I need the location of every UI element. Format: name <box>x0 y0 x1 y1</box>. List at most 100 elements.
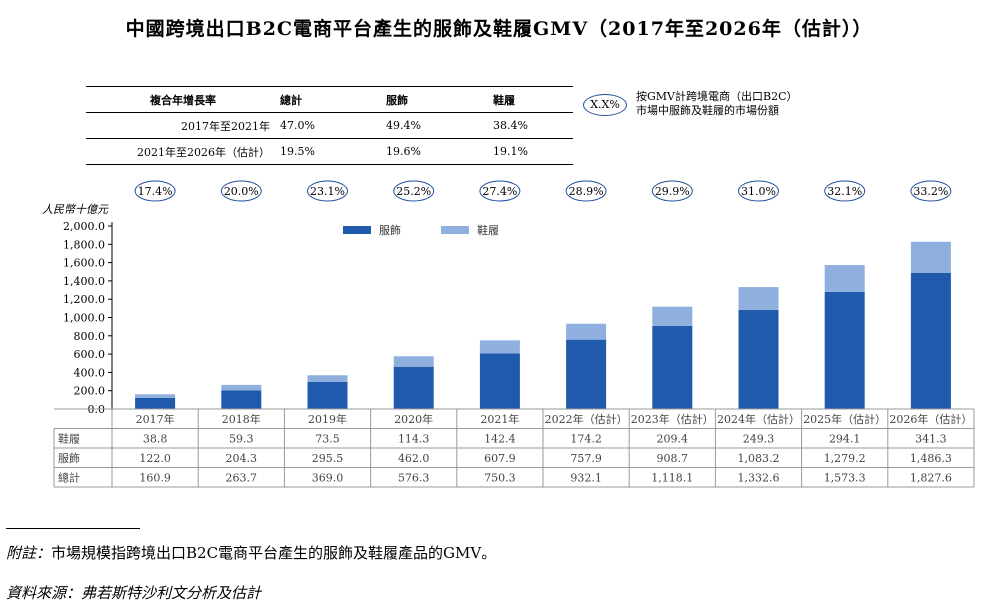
table-cell: 294.1 <box>829 433 861 446</box>
market-share-oval <box>738 180 779 202</box>
market-share-oval <box>220 180 262 202</box>
table-cell: 174.2 <box>570 433 602 446</box>
x-tick-label: 2020年 <box>394 412 433 426</box>
table-cell: 1,486.3 <box>910 452 952 465</box>
y-tick-label: 1,400.0 <box>63 275 105 288</box>
table-cell: 122.0 <box>139 452 171 465</box>
x-tick-label: 2018年 <box>222 412 261 426</box>
table-cell: 38.8 <box>143 433 168 446</box>
cagr-total: 47.0% <box>280 119 315 132</box>
cagr-header-total: 總計 <box>280 93 302 107</box>
y-tick-label: 1,200.0 <box>63 293 105 306</box>
table-cell: 1,332.6 <box>738 472 780 485</box>
table-cell: 932.1 <box>570 472 602 485</box>
footnote-label: 附註： <box>6 544 52 562</box>
y-tick-label: 200.0 <box>74 385 106 398</box>
x-tick-label: 2019年 <box>308 412 347 426</box>
bar-apparel <box>910 273 951 409</box>
market-share-label: 27.4% <box>482 185 517 198</box>
y-tick-label: 600.0 <box>74 348 106 361</box>
x-tick-label: 2021年 <box>480 412 519 426</box>
table-row-label: 鞋履 <box>58 432 80 446</box>
legend-label-apparel: 服飾 <box>379 224 401 237</box>
bar-footwear <box>479 340 520 354</box>
table-cell: 209.4 <box>657 433 689 446</box>
footnote-text: 市場規模指跨境出口B2C電商平台產生的服飾及鞋履產品的GMV。 <box>51 544 497 562</box>
page-title: 中國跨境出口B2C電商平台產生的服飾及鞋履GMV（2017年至2026年（估計）… <box>125 18 873 40</box>
y-tick-label: 1,600.0 <box>63 257 105 270</box>
table-cell: 1,279.2 <box>824 452 866 465</box>
footnote-divider <box>6 528 140 529</box>
table-cell: 263.7 <box>226 472 258 485</box>
legend-swatch-apparel <box>343 226 371 234</box>
market-share-label: 23.1% <box>310 185 345 198</box>
legend-note-line2: 市場中服飾及鞋履的市場份額 <box>636 104 779 117</box>
market-share-oval <box>479 180 521 202</box>
bar-footwear <box>738 287 779 310</box>
bar-footwear <box>910 241 951 274</box>
y-tick-label: 2,000.0 <box>63 220 105 233</box>
market-share-oval <box>824 180 866 202</box>
cagr-header-row: 複合年增長率 總計 服飾 鞋履 <box>86 87 573 113</box>
cagr-row: 2021年至2026年（估計） 19.5% 19.6% 19.1% <box>86 139 573 165</box>
table-cell: 576.3 <box>398 472 430 485</box>
bar-footwear <box>221 384 262 391</box>
bar-apparel <box>393 366 434 409</box>
market-share-oval <box>651 180 693 202</box>
bar-apparel <box>221 390 262 409</box>
y-tick-label: 1,800.0 <box>63 238 105 251</box>
footnote: 附註：市場規模指跨境出口B2C電商平台產生的服飾及鞋履產品的GMV。 <box>6 542 496 563</box>
table-cell: 142.4 <box>484 433 516 446</box>
cagr-header-apparel: 服飾 <box>386 93 408 107</box>
legend-label-footwear: 鞋履 <box>477 223 499 237</box>
cagr-apparel: 19.6% <box>386 145 421 158</box>
table-cell: 249.3 <box>743 433 775 446</box>
table-row-label: 總計 <box>58 471 80 485</box>
bar-apparel <box>307 381 348 409</box>
bar-apparel <box>135 397 176 409</box>
x-tick-label: 2022年（估計） <box>545 412 628 426</box>
table-cell: 295.5 <box>312 452 344 465</box>
market-share-label: 28.9% <box>569 185 604 198</box>
x-tick-label: 2024年（估計） <box>717 412 800 426</box>
cagr-footwear: 38.4% <box>493 119 528 132</box>
table-cell: 1,827.6 <box>910 472 952 485</box>
table-cell: 908.7 <box>657 452 689 465</box>
market-share-oval <box>134 180 176 202</box>
market-share-oval <box>910 180 952 202</box>
market-share-label: 20.0% <box>224 185 259 198</box>
source-note: 資料來源：弗若斯特沙利文分析及估計 <box>6 584 262 602</box>
table-cell: 1,573.3 <box>824 472 866 485</box>
market-share-legend-note: 按GMV計跨境電商（出口B2C） 市場中服飾及鞋履的市場份額 <box>636 90 798 118</box>
table-cell: 369.0 <box>312 472 344 485</box>
bar-footwear <box>393 356 434 367</box>
table-cell: 757.9 <box>570 452 602 465</box>
x-tick-label: 2023年（估計） <box>631 412 714 426</box>
bar-apparel <box>479 353 520 409</box>
table-cell: 204.3 <box>226 452 258 465</box>
table-cell: 607.9 <box>484 452 516 465</box>
legend-swatch-footwear <box>441 226 469 234</box>
x-tick-label: 2017年 <box>136 412 175 426</box>
table-cell: 59.3 <box>229 433 254 446</box>
cagr-period: 2017年至2021年 <box>181 119 270 133</box>
legend-note-line1: 按GMV計跨境電商（出口B2C） <box>636 90 798 103</box>
market-share-legend-oval: X.X% <box>583 94 627 116</box>
cagr-period: 2021年至2026年（估計） <box>137 145 270 159</box>
bar-footwear <box>135 394 176 398</box>
cagr-header-period: 複合年增長率 <box>150 93 216 107</box>
market-share-label: 32.1% <box>827 185 862 198</box>
table-cell: 1,083.2 <box>738 452 780 465</box>
cagr-row: 2017年至2021年 47.0% 49.4% 38.4% <box>86 113 573 139</box>
market-share-oval <box>307 180 348 202</box>
bar-footwear <box>566 323 607 340</box>
bar-apparel <box>824 291 865 409</box>
market-share-oval <box>393 180 435 202</box>
table-cell: 462.0 <box>398 452 430 465</box>
y-axis-label: 人民幣十億元 <box>42 203 109 216</box>
table-cell: 1,118.1 <box>651 472 693 485</box>
market-share-oval <box>565 180 607 202</box>
cagr-footwear: 19.1% <box>493 145 528 158</box>
market-share-label: 29.9% <box>655 185 690 198</box>
